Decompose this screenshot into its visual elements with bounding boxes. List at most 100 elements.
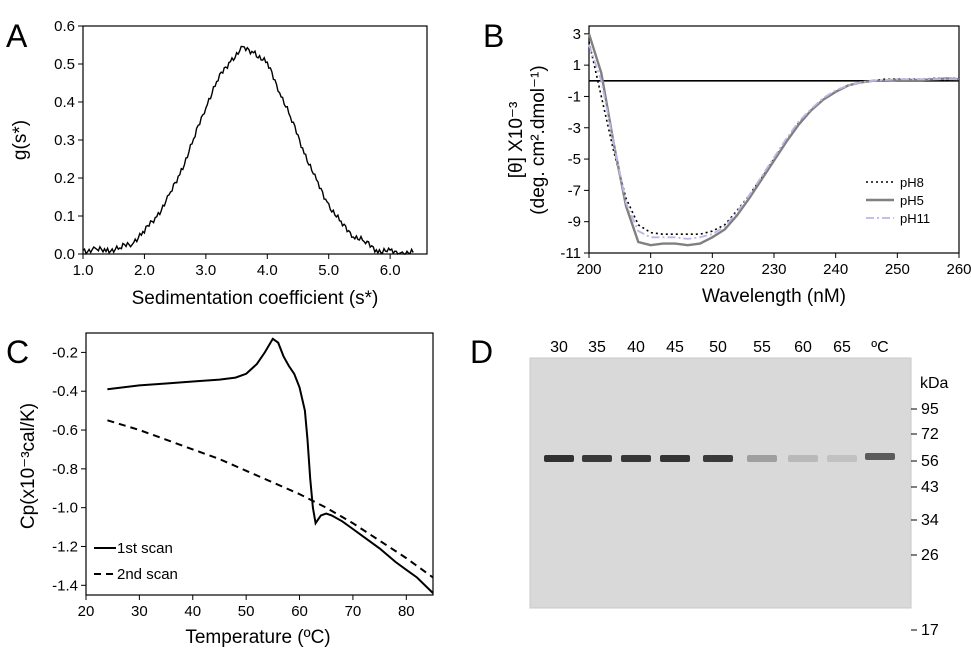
gel-band xyxy=(788,455,818,462)
x-tick-label: 4.0 xyxy=(257,262,278,279)
y-tick-label: -5 xyxy=(568,151,581,168)
legend-label-2nd-scan: 2nd scan xyxy=(117,566,178,583)
legend-label-1st-scan: 1st scan xyxy=(117,540,173,557)
gel-mw-label: 72 xyxy=(921,426,939,443)
gel-lane-labels: 30 35 40 45 50 55 60 65 ºC xyxy=(550,339,889,356)
panel-label-a: A xyxy=(6,18,28,54)
gel-lane-label: 35 xyxy=(588,339,606,356)
gel-band xyxy=(827,455,857,462)
legend-label-ph8: pH8 xyxy=(900,175,924,190)
panel-label-d: D xyxy=(470,334,493,370)
panel-label-c: C xyxy=(6,334,29,370)
gel-unit-label: kDa xyxy=(920,375,949,392)
chart-b: 200 210 220 230 240 250 260 -11-9-7-5-3-113 pH… xyxy=(506,25,971,307)
y-tick-label: 0.2 xyxy=(54,170,75,187)
chart-a-x-axis-label: Sedimentation coefficient (s*) xyxy=(132,288,379,309)
gel-background xyxy=(530,358,911,608)
chart-c-series-2nd-scan xyxy=(107,419,434,579)
gel-lane-label: 60 xyxy=(794,339,812,356)
y-tick-label: 0.4 xyxy=(54,94,75,111)
x-tick-label: 5.0 xyxy=(318,262,339,279)
x-tick-label: 230 xyxy=(761,261,786,278)
y-tick-label: 0.5 xyxy=(54,56,75,73)
gel-lane-label: 40 xyxy=(627,339,645,356)
y-tick-label: -1.2 xyxy=(52,538,78,555)
chart-c-frame xyxy=(85,332,434,596)
y-tick-label: -0.2 xyxy=(52,344,78,361)
y-tick-label: 0.3 xyxy=(54,132,75,149)
chart-a-y-axis-label: g(s*) xyxy=(10,120,31,160)
chart-c-series-1st-scan xyxy=(107,337,434,594)
y-tick-label: -0.4 xyxy=(52,383,78,400)
gel-mw-label: 56 xyxy=(921,453,939,470)
y-tick-label: -11 xyxy=(560,245,581,262)
gel-image: 30 35 40 45 50 55 60 65 ºC 95 72 56 43 34 26 17 kDa xyxy=(529,339,949,639)
x-tick-label: 210 xyxy=(638,261,663,278)
gel-mw-label: 43 xyxy=(921,479,939,496)
chart-c-y-ticks: -1.4 -1.2 -1.0 -0.8 -0.6 -0.4 -0.2 xyxy=(52,344,86,594)
x-tick-label: 50 xyxy=(238,603,255,620)
gel-lane-label: 65 xyxy=(833,339,851,356)
gel-lane-label: 30 xyxy=(550,339,568,356)
gel-band xyxy=(703,455,733,462)
chart-b-legend: pH8 pH5 pH11 xyxy=(866,175,930,226)
gel-border xyxy=(529,357,912,609)
x-tick-label: 6.0 xyxy=(380,262,401,279)
gel-mw-label: 34 xyxy=(921,512,939,529)
x-tick-label: 2.0 xyxy=(134,262,155,279)
chart-c-x-axis-label: Temperature (ºC) xyxy=(185,627,330,648)
chart-b-x-axis-label: Wavelength (nM) xyxy=(702,286,846,307)
chart-a-x-ticks: 1.0 2.0 3.0 4.0 5.0 6.0 xyxy=(73,254,401,279)
legend-label-ph11: pH11 xyxy=(900,211,930,226)
gel-lane-label: 55 xyxy=(753,339,771,356)
x-tick-label: 20 xyxy=(78,603,95,620)
chart-a-series-line xyxy=(82,45,414,256)
gel-band xyxy=(582,455,612,462)
x-tick-label: 40 xyxy=(184,603,201,620)
chart-c-legend: 1st scan 2nd scan xyxy=(94,540,178,583)
gel-band xyxy=(865,453,895,460)
x-tick-label: 220 xyxy=(700,261,725,278)
gel-mw-markers: 95 72 56 43 34 26 17 xyxy=(911,401,939,639)
chart-a: 1.0 2.0 3.0 4.0 5.0 6.0 0.0 0.1 0.2 0.3 0.4 0.5 0.6… xyxy=(10,18,428,309)
x-tick-label: 1.0 xyxy=(73,262,94,279)
y-tick-label: 0.0 xyxy=(54,246,75,263)
chart-b-y-ticks: -11-9-7-5-3-113 xyxy=(560,26,589,262)
y-tick-label: -1.0 xyxy=(52,500,78,517)
x-tick-label: 240 xyxy=(823,261,848,278)
y-tick-label: -1.4 xyxy=(52,577,78,594)
x-tick-label: 200 xyxy=(576,261,601,278)
gel-bands xyxy=(544,453,895,462)
gel-mw-label: 95 xyxy=(921,401,939,418)
gel-lane-label: 45 xyxy=(666,339,684,356)
y-tick-label: -9 xyxy=(568,214,581,231)
gel-mw-label: 26 xyxy=(921,547,939,564)
gel-mw-label: 17 xyxy=(921,622,939,639)
y-tick-label: 1 xyxy=(573,57,581,74)
y-tick-label: -7 xyxy=(568,182,581,199)
chart-a-frame xyxy=(82,25,428,255)
chart-c-x-ticks: 20 30 40 50 60 70 80 xyxy=(78,595,415,620)
y-tick-label: 0.6 xyxy=(54,18,75,35)
x-tick-label: 30 xyxy=(131,603,148,620)
chart-c-y-axis-label: Cp(x10⁻³cal/K) xyxy=(18,403,39,529)
y-tick-label: -1 xyxy=(568,88,581,105)
x-tick-label: 80 xyxy=(398,603,415,620)
x-tick-label: 60 xyxy=(291,603,308,620)
y-tick-label: -0.6 xyxy=(52,422,78,439)
chart-a-y-ticks: 0.0 0.1 0.2 0.3 0.4 0.5 0.6 xyxy=(54,18,83,263)
chart-b-y-axis-label-units: (deg. cm².dmol⁻¹) xyxy=(528,65,549,214)
y-tick-label: 3 xyxy=(573,26,581,43)
chart-b-y-axis-label: [θ] X10⁻³ xyxy=(506,102,527,179)
legend-label-ph5: pH5 xyxy=(900,193,924,208)
x-tick-label: 250 xyxy=(885,261,910,278)
y-tick-label: 0.1 xyxy=(54,208,75,225)
gel-band xyxy=(747,455,777,462)
gel-lane-label: 50 xyxy=(709,339,727,356)
chart-b-series-ph11 xyxy=(588,44,959,240)
panel-label-b: B xyxy=(483,18,504,54)
y-tick-label: -0.8 xyxy=(52,461,78,478)
gel-band xyxy=(660,455,690,462)
x-tick-label: 260 xyxy=(946,261,971,278)
